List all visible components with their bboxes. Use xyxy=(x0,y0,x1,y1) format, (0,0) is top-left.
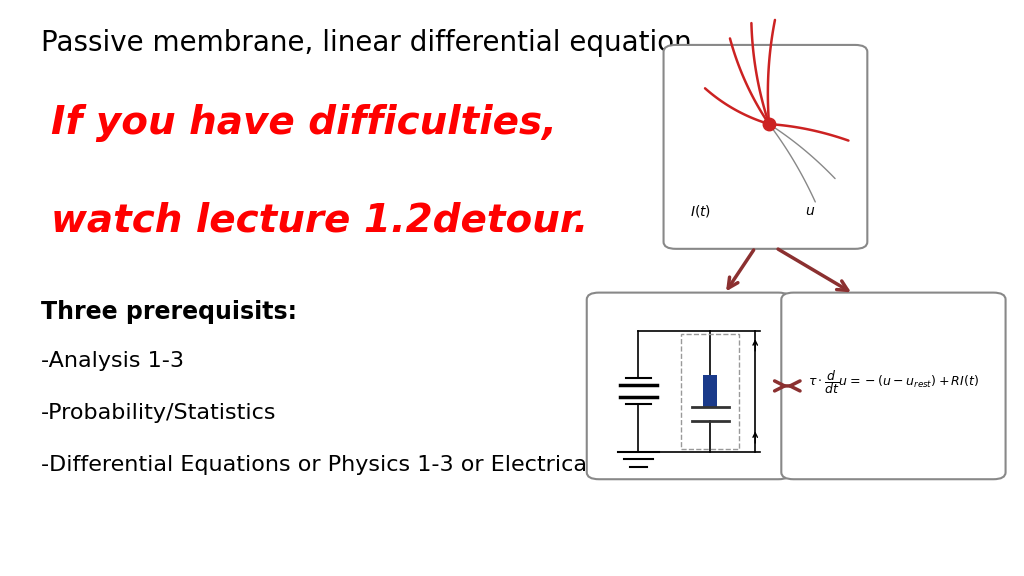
FancyBboxPatch shape xyxy=(664,45,867,249)
Text: watch lecture 1.2detour.: watch lecture 1.2detour. xyxy=(51,202,589,240)
Text: $u$: $u$ xyxy=(805,204,815,218)
FancyBboxPatch shape xyxy=(781,293,1006,479)
FancyBboxPatch shape xyxy=(587,293,791,479)
Text: -Differential Equations or Physics 1-3 or Electrical Circuits: -Differential Equations or Physics 1-3 o… xyxy=(41,455,684,475)
Text: -Probability/Statistics: -Probability/Statistics xyxy=(41,403,276,423)
Text: Three prerequisits:: Three prerequisits: xyxy=(41,300,297,324)
Bar xyxy=(682,334,739,449)
Text: If you have difficulties,: If you have difficulties, xyxy=(51,104,557,142)
Text: $\tau \cdot \dfrac{d}{dt}u = -(u - u_{rest}) + RI(t)$: $\tau \cdot \dfrac{d}{dt}u = -(u - u_{re… xyxy=(808,369,979,396)
Bar xyxy=(702,376,717,407)
Text: $I(t)$: $I(t)$ xyxy=(690,203,712,219)
Text: -Analysis 1-3: -Analysis 1-3 xyxy=(41,351,184,372)
Text: Passive membrane, linear differential equation: Passive membrane, linear differential eq… xyxy=(41,29,691,57)
